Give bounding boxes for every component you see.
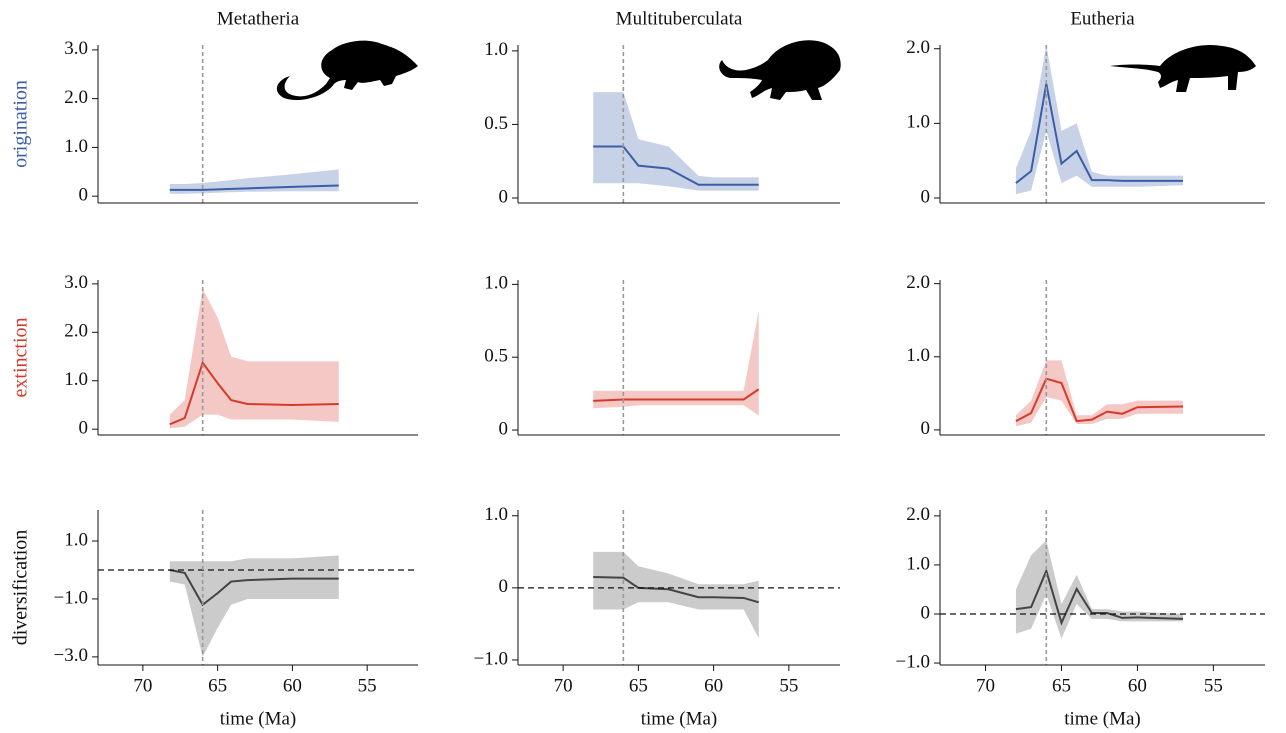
y-tick-label: 1.0 [484, 273, 508, 294]
uncertainty-band [1015, 540, 1183, 639]
y-tick-label: 2.0 [906, 272, 930, 293]
y-tick-label: 0.5 [484, 346, 508, 367]
uncertainty-band [593, 310, 759, 416]
x-axis-label: time (Ma) [220, 708, 297, 729]
y-tick-label: 0 [921, 602, 931, 623]
panel: 0 0.5 1.0 [484, 273, 840, 439]
silhouette-multituberculata [719, 40, 841, 100]
y-tick-label: 0 [79, 418, 89, 439]
y-tick-label: 2.0 [64, 87, 88, 108]
x-tick-label: 70 [133, 675, 152, 696]
y-tick-label: 2.0 [906, 504, 930, 525]
x-tick-label: 55 [358, 675, 377, 696]
x-tick-label: 65 [208, 675, 227, 696]
panel: time (Ma) −1.0 0 1.0 70 65 60 55 [474, 504, 840, 729]
silhouette-metatheria [276, 40, 418, 101]
y-tick-label: 1.0 [484, 39, 508, 60]
uncertainty-band [593, 92, 759, 191]
y-tick-label: −3.0 [54, 645, 88, 666]
y-tick-label: 0.5 [484, 113, 508, 134]
rate-line [593, 388, 760, 402]
y-tick-label: 0 [921, 418, 931, 439]
x-tick-label: 55 [779, 675, 798, 696]
rate-line [169, 184, 339, 191]
y-tick-label: −1.0 [54, 587, 88, 608]
x-tick-label: 65 [629, 675, 648, 696]
y-tick-label: −1.0 [896, 651, 930, 672]
y-tick-label: 3.0 [64, 38, 88, 59]
y-tick-label: 3.0 [64, 272, 88, 293]
y-axis-label: extinction [10, 318, 32, 398]
y-tick-label: −1.0 [474, 648, 508, 669]
x-tick-label: 65 [1052, 675, 1071, 696]
panel: 0 1.0 2.0 [906, 272, 1265, 439]
rate-line [593, 145, 759, 186]
y-tick-label: 2.0 [64, 321, 88, 342]
rate-line [169, 568, 339, 607]
x-tick-label: 70 [554, 675, 573, 696]
y-tick-label: 0 [921, 186, 931, 207]
y-tick-label: 1.0 [64, 369, 88, 390]
panel: Multituberculata 0 0.5 1.0 [484, 8, 840, 207]
y-tick-label: 0 [499, 418, 509, 439]
rate-line [593, 576, 760, 604]
rate-line [1015, 567, 1184, 626]
panel-title: Multituberculata [616, 8, 743, 29]
x-axis-label: time (Ma) [1064, 708, 1141, 729]
silhouette-eutheria [1110, 44, 1256, 92]
panel-title: Eutheria [1070, 8, 1135, 29]
rate-line [1015, 83, 1183, 184]
y-tick-label: 1.0 [64, 529, 88, 550]
y-tick-label: 1.0 [64, 136, 88, 157]
uncertainty-band [1015, 45, 1183, 195]
uncertainty-band [593, 551, 759, 639]
panel: Metatheria origination 0 1.0 2.0 3.0 [10, 8, 418, 206]
y-tick-label: 1.0 [906, 345, 930, 366]
y-axis-label: origination [10, 80, 32, 168]
x-tick-label: 60 [704, 675, 723, 696]
y-tick-label: 2.0 [906, 37, 930, 58]
y-axis-label: diversification [10, 530, 32, 646]
rate-line [169, 360, 339, 426]
x-axis-label: time (Ma) [641, 708, 718, 729]
x-tick-label: 55 [1204, 675, 1223, 696]
x-tick-label: 60 [1128, 675, 1147, 696]
y-tick-label: 0 [499, 576, 509, 597]
y-tick-label: 0 [499, 186, 509, 207]
uncertainty-band [169, 555, 339, 657]
x-tick-label: 70 [976, 675, 995, 696]
panel: time (Ma) −1.0 0 1.0 2.0 70 65 60 55 [896, 504, 1265, 729]
silhouettes [276, 40, 1256, 101]
rate-line [1015, 377, 1184, 423]
y-tick-label: 1.0 [484, 504, 508, 525]
x-tick-label: 60 [283, 675, 302, 696]
uncertainty-band [1015, 360, 1183, 427]
panel-title: Metatheria [217, 8, 300, 29]
panel: Eutheria 0 1.0 2.0 [906, 8, 1265, 207]
panel: extinction 0 1.0 2.0 3.0 [10, 272, 418, 439]
uncertainty-band [169, 288, 339, 429]
y-tick-label: 1.0 [906, 553, 930, 574]
y-tick-label: 1.0 [906, 112, 930, 133]
y-tick-label: 0 [79, 185, 89, 206]
panel: diversification time (Ma) 1.0 −1.0 −3.0 70 65 6… [10, 510, 418, 729]
